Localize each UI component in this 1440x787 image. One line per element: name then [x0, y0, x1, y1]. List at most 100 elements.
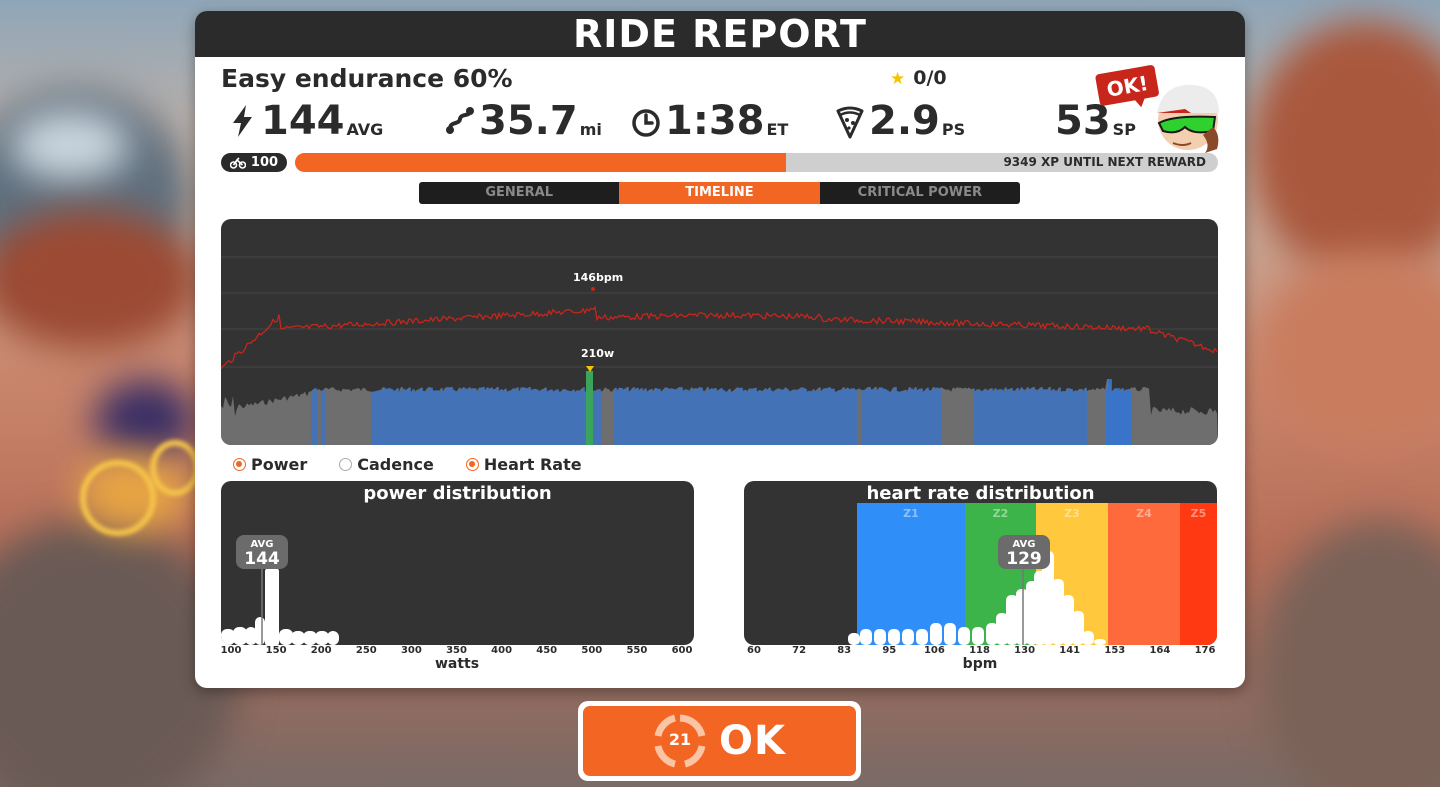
hr-bin — [848, 633, 860, 645]
xp-remaining-text: 9349 XP UNTIL NEXT REWARD — [1003, 155, 1206, 169]
power-distribution-title: power distribution — [363, 483, 552, 504]
axis-tick-label: 200 — [310, 645, 332, 656]
tab-timeline[interactable]: TIMELINE — [619, 182, 820, 204]
hr-zone-z4 — [1108, 503, 1180, 645]
axis-tick-label: 141 — [1059, 645, 1081, 656]
level-badge: 100 — [221, 153, 287, 172]
hr-peak-label: 146bpm — [573, 271, 624, 284]
axis-tick-label: 106 — [923, 645, 945, 656]
avatar: OK! — [1095, 65, 1219, 153]
axis-tick-label: 400 — [491, 645, 513, 656]
elapsed-time-stat: 1:38 ET — [631, 99, 788, 143]
axis-tick-label: 130 — [1014, 645, 1036, 656]
hr-bin — [986, 623, 998, 645]
power-bin — [303, 631, 317, 645]
pizza-slice-stat: 2.9 PS — [835, 99, 965, 143]
heart-rate-toggle[interactable] — [465, 458, 479, 471]
hr-zone-label: Z4 — [1136, 507, 1152, 520]
axis-tick-label: 164 — [1149, 645, 1171, 656]
hr-avg-label: AVG — [1012, 539, 1035, 550]
hr-zone-label: Z3 — [1064, 507, 1080, 520]
power-avg-value: 144 — [244, 549, 280, 569]
tab-critical-power[interactable]: CRITICAL POWER — [857, 185, 982, 200]
hr-axis-ticks: 60 72 83 95 106 118 130 141 153 164 176 — [744, 645, 1217, 659]
hr-bin — [874, 629, 886, 645]
power-bin — [245, 627, 257, 645]
countdown-value: 21 — [668, 730, 692, 749]
power-distribution-graph: AVG 144 — [221, 535, 339, 645]
hr-bin — [1016, 589, 1028, 645]
axis-tick-label: 350 — [446, 645, 467, 656]
cadence-toggle[interactable] — [339, 458, 353, 471]
axis-tick-label: 600 — [671, 645, 693, 656]
power-bin — [265, 569, 279, 645]
hr-bin — [1072, 611, 1084, 645]
hr-zone-label: Z1 — [903, 507, 919, 520]
power-bin — [255, 617, 265, 645]
legend-heart-rate[interactable]: Heart Rate — [465, 455, 582, 474]
star-icon: ★ — [890, 69, 906, 89]
power-avg-badge — [236, 535, 288, 569]
power-avg-label: AVG — [250, 539, 273, 550]
tab-general[interactable]: GENERAL — [485, 185, 553, 200]
hr-bin — [1006, 595, 1018, 645]
power-axis-label: watts — [434, 656, 480, 672]
ok-button[interactable]: 21 OK — [578, 701, 861, 781]
axis-tick-label: 83 — [837, 645, 852, 656]
axis-tick-label: 250 — [355, 645, 377, 656]
xp-progress-bar: 9349 XP UNTIL NEXT REWARD — [295, 153, 1218, 172]
axis-tick-label: 550 — [626, 645, 648, 656]
clock-icon — [632, 109, 660, 137]
distance-stat: 35.7 mi — [445, 99, 602, 143]
legend-power[interactable]: Power — [233, 455, 307, 474]
lightning-icon — [233, 105, 252, 137]
power-axis-ticks: 100 150 200 250 300 350 400 450 500 550 600 — [221, 645, 694, 659]
hr-bin — [888, 629, 900, 645]
hr-zone-label: Z5 — [1191, 507, 1207, 520]
axis-tick-label: 450 — [536, 645, 558, 656]
axis-tick-label: 100 — [220, 645, 242, 656]
timeline-chart: 146bpm 210w — [221, 219, 1218, 445]
hr-bin — [1042, 551, 1054, 645]
hr-bin — [916, 629, 928, 645]
power-distribution-chart: power distribution AVG 144 — [221, 481, 694, 645]
star-count: ★ 0/0 — [890, 67, 947, 89]
pizza-icon — [836, 106, 864, 139]
heart-rate-line — [221, 305, 1218, 370]
hr-avg-badge — [998, 535, 1050, 569]
hr-bin — [1094, 639, 1106, 645]
power-bin — [279, 629, 293, 645]
hr-bin — [902, 629, 914, 645]
ride-report-panel: RIDE REPORT Easy endurance 60% ★ 0/0 144 A… — [195, 11, 1245, 688]
xp-progress-fill — [295, 153, 787, 172]
sport-points-stat: 53 SP — [1055, 98, 1136, 144]
hr-bin — [996, 613, 1008, 645]
hr-zone-z1 — [857, 503, 965, 645]
hr-zone-z5 — [1180, 503, 1217, 645]
hr-avg-value: 129 — [1006, 549, 1042, 569]
countdown-ring-icon: 21 — [653, 714, 707, 768]
axis-tick-label: 176 — [1194, 645, 1216, 656]
hr-distribution-chart: heart rate distribution Z1 Z2 Z3 Z4 Z5 AVG 129 — [744, 481, 1217, 645]
axis-tick-label: 95 — [882, 645, 897, 656]
hr-bin — [1082, 631, 1094, 645]
timeline-legend: Power Cadence Heart Rate — [233, 455, 582, 474]
hr-bin — [944, 623, 956, 645]
power-bin — [327, 631, 339, 645]
hr-bin — [860, 629, 872, 645]
hr-zone-label: Z2 — [993, 507, 1009, 520]
report-tabs: GENERAL TIMELINE CRITICAL POWER — [419, 182, 1020, 204]
legend-cadence[interactable]: Cadence — [339, 455, 434, 474]
workout-name: Easy endurance 60% — [221, 64, 513, 93]
route-icon — [446, 107, 474, 134]
hr-bin — [1052, 579, 1064, 645]
axis-tick-label: 72 — [792, 645, 807, 656]
avg-power-stat: 144 AVG — [227, 99, 383, 143]
axis-tick-label: 153 — [1104, 645, 1126, 656]
power-toggle[interactable] — [233, 458, 246, 471]
axis-tick-label: 500 — [581, 645, 603, 656]
hr-bin — [1062, 595, 1074, 645]
hr-axis-label: bpm — [962, 656, 998, 672]
hr-bin — [972, 627, 984, 645]
axis-tick-label: 300 — [400, 645, 422, 656]
